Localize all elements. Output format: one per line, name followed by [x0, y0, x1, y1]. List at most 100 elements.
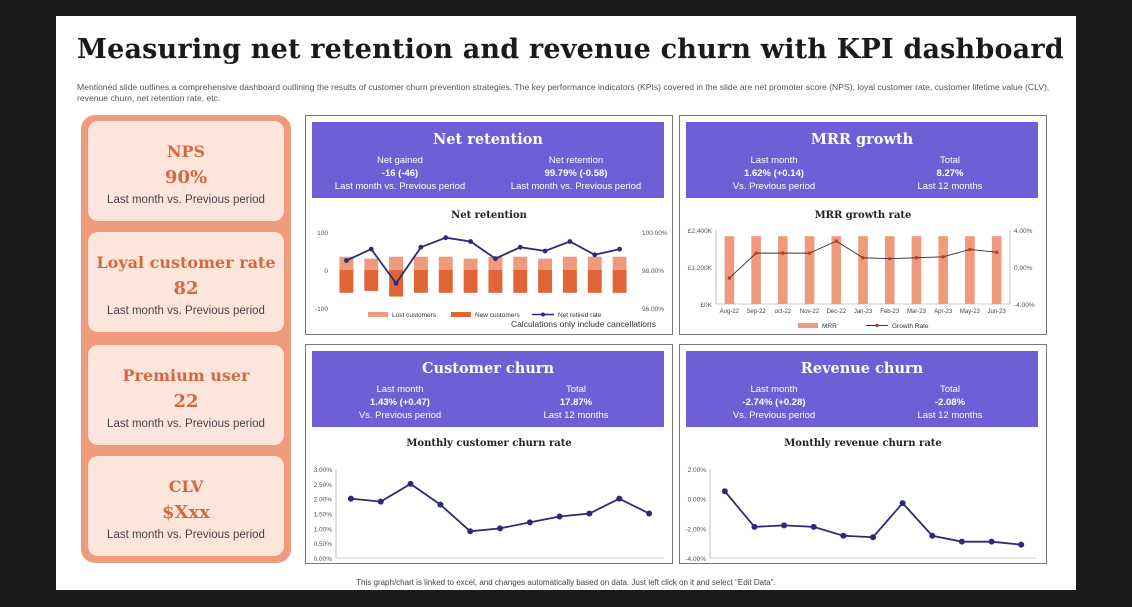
- lost-customers-bar: [513, 256, 528, 270]
- y-tick-label: 3.00%: [314, 467, 333, 474]
- mrr-bar: [751, 236, 761, 304]
- y-tick-label: 1.00%: [314, 526, 333, 533]
- revenue-churn-chart: 2.00%0.00%-2.00%-4.00%Aug-22Sep-22Oct-22…: [685, 467, 1036, 561]
- new-customers-bar: [413, 270, 428, 293]
- banner-title: Net retention: [433, 131, 543, 148]
- mrr-bar: [911, 236, 922, 304]
- legend-swatch-new: [451, 312, 471, 317]
- slide: Measuring net retention and revenue chur…: [56, 16, 1076, 590]
- mrr-bar: [938, 236, 948, 304]
- growth-rate-point: [914, 256, 919, 260]
- legend-swatch-mrr: [798, 323, 818, 328]
- y-tick-label: 0.00%: [688, 497, 707, 504]
- y-tick-label: -2.00%: [685, 526, 706, 533]
- mrr-bar: [965, 236, 975, 304]
- net-retired-rate-point: [617, 246, 622, 252]
- churn-rate-point: [556, 513, 563, 520]
- metric-label: Last month: [750, 384, 798, 395]
- kpi-label: CLV: [168, 477, 204, 496]
- new-customers-bar: [513, 270, 528, 293]
- banner-title: Customer churn: [422, 360, 554, 377]
- banner-metric-right: Total -2.08% Last 12 months: [862, 383, 1038, 422]
- growth-rate-point: [754, 251, 758, 255]
- net-retired-rate-point: [493, 256, 498, 261]
- x-tick-label: May-23: [960, 309, 981, 315]
- metric-sub: Last month vs. Previous period: [334, 181, 466, 192]
- legend-label-lost: Lost customers: [392, 312, 437, 319]
- net-retired-rate-point: [468, 239, 473, 244]
- kpi-value: 90%: [164, 167, 208, 188]
- kpi-panel: NPS 90% Last month vs. Previous period L…: [81, 115, 291, 563]
- lost-customers-bar: [587, 256, 602, 270]
- metric-value: 8.27%: [936, 168, 964, 179]
- metric-label: Total: [939, 384, 961, 395]
- net-retention-banner: Net retention Net gained -16 (-46) Last …: [312, 122, 664, 198]
- churn-rate-point: [526, 519, 533, 526]
- growth-rate-point: [781, 251, 785, 255]
- churn-rate-point: [929, 532, 936, 539]
- chart-title: Net retention: [451, 210, 527, 221]
- chart-title: MRR growth rate: [814, 210, 912, 221]
- net-retired-rate-point: [567, 239, 573, 244]
- net-retired-rate-point: [443, 235, 449, 241]
- churn-rate-point: [840, 532, 847, 539]
- churn-rate-point: [347, 495, 354, 502]
- y2-tick-label: 98.00%: [642, 268, 664, 275]
- kpi-sub: Last month vs. Previous period: [107, 418, 265, 430]
- x-tick-label: Feb-23: [880, 309, 900, 315]
- kpi-sub: Last month vs. Previous period: [107, 305, 265, 317]
- metric-value: -2.08%: [934, 397, 966, 408]
- chart-title: Monthly revenue churn rate: [784, 438, 942, 449]
- churn-rate-point: [586, 510, 593, 517]
- y2-tick-label: -4.00%: [1014, 302, 1035, 309]
- y-tick-label: 2.00%: [688, 467, 707, 474]
- net-retention-chart: 100 0 -100 100.00% 98.00% 96.00% Lost customer…: [315, 230, 668, 319]
- metric-label: Total: [565, 384, 587, 395]
- mrr-growth-chart: £2,400K £1,200K £0K 4.00% 0.00% -4.00% Aug-22 S…: [688, 228, 1035, 330]
- legend-swatch-lost: [368, 312, 388, 317]
- lost-customers-bar: [538, 258, 553, 270]
- metric-sub: Last 12 months: [917, 181, 983, 192]
- metric-sub: Last 12 months: [917, 410, 983, 421]
- banner-metric-left: Net gained -16 (-46) Last month vs. Prev…: [312, 154, 488, 193]
- kpi-label: Loyal customer rate: [96, 253, 276, 272]
- growth-rate-point: [834, 239, 838, 243]
- y-tick-label: 0.50%: [314, 541, 333, 548]
- x-tick-label: Mar-23: [907, 309, 927, 315]
- metric-value: -16 (-46): [381, 168, 419, 179]
- mrr-growth-banner: MRR growth Last month 1.62% (+0.14) Vs. …: [686, 122, 1038, 198]
- revenue-churn-panel: Revenue churn Last month -2.74% (+0.28) …: [679, 344, 1047, 564]
- y-tick-label: 1.50%: [314, 512, 333, 519]
- new-customers-bar: [463, 270, 478, 293]
- kpi-card-premium-user: Premium user 22 Last month vs. Previous …: [88, 345, 284, 445]
- calculation-note: Calculations only include cancellations: [510, 319, 656, 329]
- customer-churn-banner: Customer churn Last month 1.43% (+0.47) …: [312, 351, 664, 427]
- y2-tick-label: 100.00%: [642, 230, 668, 237]
- kpi-value: 22: [173, 391, 199, 412]
- x-tick-label: Jun-23: [987, 309, 1006, 315]
- customer-churn-panel: Customer churn Last month 1.43% (+0.47) …: [305, 344, 673, 564]
- mrr-bar: [804, 236, 815, 304]
- net-retired-rate-point: [542, 248, 548, 254]
- new-customers-bar: [587, 270, 602, 293]
- customer-churn-chart: 3.00%2.50%2.00%1.50%1.00%0.50%0.00%Aug-2…: [314, 467, 664, 561]
- banner-title: MRR growth: [810, 131, 914, 148]
- churn-rate-point: [810, 523, 817, 530]
- metric-value: 1.62% (+0.14): [744, 168, 804, 179]
- banner-metric-left: Last month -2.74% (+0.28) Vs. Previous p…: [686, 383, 862, 422]
- y-tick-label: -4.00%: [685, 556, 706, 561]
- mrr-growth-panel: MRR growth Last month 1.62% (+0.14) Vs. …: [679, 115, 1047, 335]
- growth-rate-point: [968, 247, 972, 252]
- lost-customers-bar: [364, 258, 379, 270]
- kpi-sub: Last month vs. Previous period: [107, 529, 265, 541]
- metric-sub: Last month vs. Previous period: [510, 181, 642, 192]
- new-customers-bar: [364, 270, 379, 291]
- churn-rate-point: [377, 498, 384, 505]
- mrr-bar: [778, 236, 788, 304]
- net-retired-rate-point: [418, 244, 424, 250]
- metric-sub: Vs. Previous period: [358, 410, 442, 421]
- metric-value: 99.79% (-0.58): [544, 168, 608, 179]
- footer-note: This graph/chart is linked to excel, and…: [356, 578, 776, 587]
- chart-title: Monthly customer churn rate: [406, 438, 572, 449]
- new-customers-bar: [538, 270, 553, 293]
